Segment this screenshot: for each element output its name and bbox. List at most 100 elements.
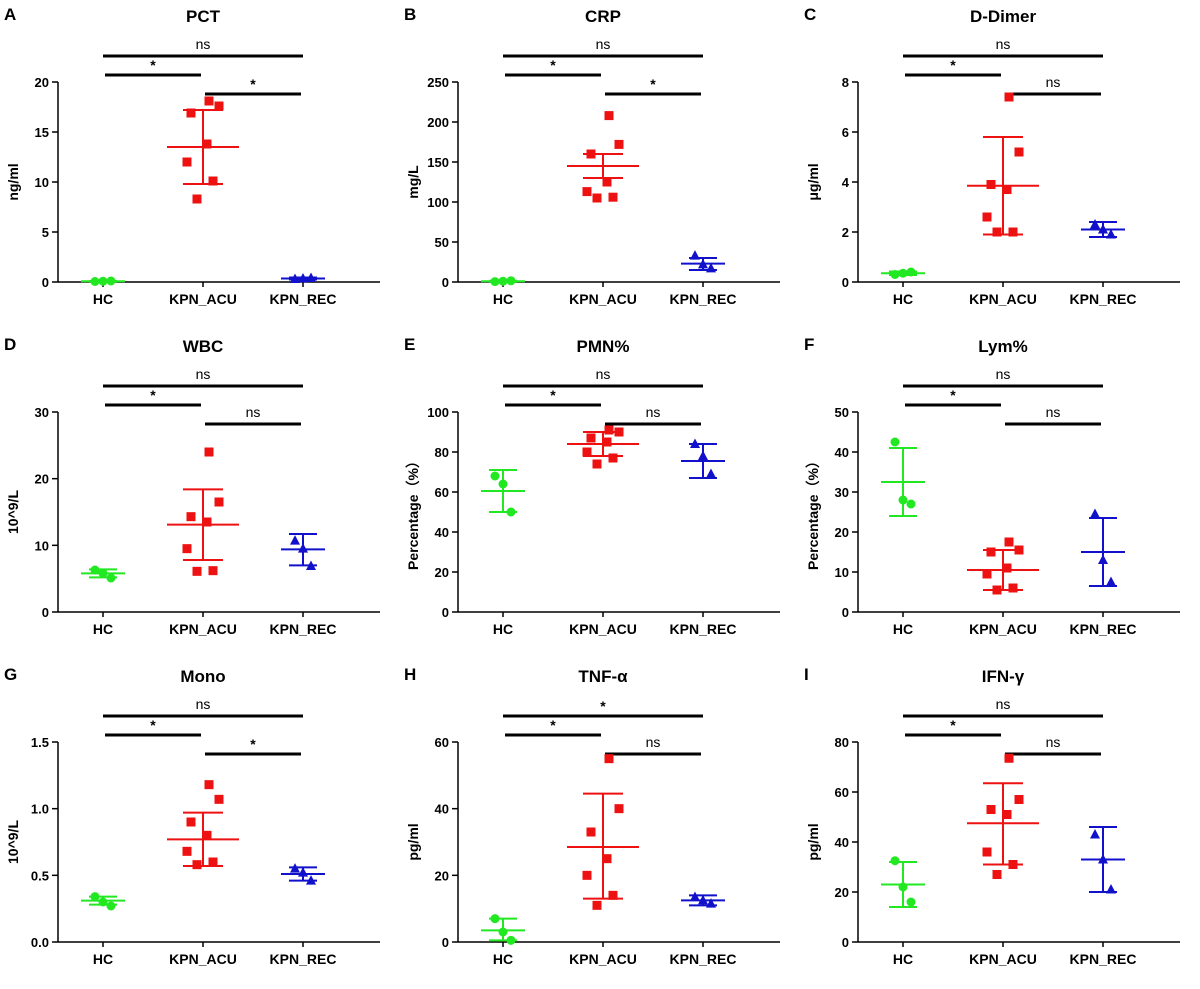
- chart-title: CRP: [585, 7, 621, 26]
- category-label: KPN_ACU: [569, 291, 637, 307]
- significance-label: ns: [996, 36, 1011, 52]
- chart-title: TNF-α: [578, 667, 628, 686]
- data-point: [698, 450, 708, 460]
- y-tick-label: 8: [842, 75, 849, 90]
- data-point: [992, 870, 1002, 879]
- y-axis-label: ng/ml: [5, 163, 21, 200]
- category-label: HC: [493, 951, 513, 967]
- category-label: KPN_ACU: [169, 621, 237, 637]
- significance-label: *: [150, 57, 156, 73]
- significance-label: ns: [646, 734, 661, 750]
- y-tick-label: 20: [35, 75, 49, 90]
- category-label: HC: [93, 291, 113, 307]
- panel-C: C D-Dimer 0 2 4 6 8 μg/ml HC KPN_ACU KPN_REC ns * ns: [804, 5, 1180, 307]
- category-label: HC: [493, 621, 513, 637]
- data-point: [306, 272, 316, 282]
- y-tick-label: 4: [842, 175, 850, 190]
- data-point: [1004, 537, 1014, 547]
- y-tick-label: 0: [442, 935, 449, 950]
- data-point: [690, 250, 700, 260]
- data-point: [506, 507, 516, 517]
- data-point: [490, 914, 500, 924]
- data-point: [890, 270, 900, 279]
- significance-label: *: [150, 387, 156, 403]
- data-point: [306, 560, 316, 570]
- y-tick-label: 40: [435, 802, 449, 817]
- panel-letter: C: [804, 5, 816, 24]
- data-point: [986, 180, 996, 189]
- data-point: [608, 453, 618, 463]
- category-label: HC: [93, 621, 113, 637]
- y-axis-label: Percentage（%）: [805, 454, 821, 570]
- significance-label: ns: [1046, 404, 1061, 420]
- category-label: KPN_REC: [270, 951, 337, 967]
- y-axis-label: 10^9/L: [5, 490, 21, 534]
- data-point: [90, 892, 100, 902]
- y-tick-label: 50: [835, 405, 849, 420]
- data-point: [202, 830, 212, 840]
- significance-label: ns: [196, 696, 211, 712]
- data-point: [498, 479, 508, 489]
- category-label: KPN_ACU: [969, 621, 1037, 637]
- data-point: [1090, 219, 1100, 229]
- data-point: [208, 857, 218, 867]
- data-point: [214, 794, 224, 804]
- data-point: [1106, 884, 1116, 894]
- category-label: HC: [893, 291, 913, 307]
- significance-label: *: [650, 76, 656, 92]
- data-point: [1014, 147, 1024, 157]
- category-label: KPN_REC: [270, 621, 337, 637]
- data-point: [506, 935, 516, 945]
- data-point: [898, 495, 908, 505]
- data-point: [290, 273, 300, 283]
- data-point: [298, 867, 308, 877]
- y-tick-label: 20: [435, 565, 449, 580]
- data-point: [986, 547, 996, 557]
- significance-label: *: [950, 387, 956, 403]
- y-tick-label: 20: [835, 885, 849, 900]
- significance-label: ns: [196, 366, 211, 382]
- panel-D: D WBC 0 10 20 30 10^9/L HC KPN_ACU KPN_REC ns * ns: [4, 335, 380, 637]
- data-point: [706, 898, 716, 908]
- data-point: [706, 468, 716, 478]
- y-tick-label: 40: [835, 835, 849, 850]
- category-label: KPN_ACU: [969, 951, 1037, 967]
- chart-title: WBC: [183, 337, 224, 356]
- data-point: [186, 108, 196, 118]
- data-point: [106, 276, 116, 286]
- category-label: KPN_REC: [1070, 951, 1137, 967]
- panel-letter: D: [4, 335, 16, 354]
- data-point: [582, 187, 592, 197]
- significance-label: ns: [1046, 74, 1061, 90]
- data-point: [608, 192, 618, 202]
- data-point: [906, 267, 916, 277]
- data-point: [890, 437, 900, 447]
- data-point: [582, 447, 592, 457]
- data-point: [214, 101, 224, 111]
- data-point: [306, 875, 316, 885]
- y-tick-label: 6: [842, 125, 849, 140]
- data-point: [1014, 795, 1024, 804]
- data-point: [906, 897, 916, 907]
- data-point: [490, 471, 500, 481]
- data-point: [1106, 229, 1116, 239]
- category-label: HC: [893, 951, 913, 967]
- data-point: [1106, 576, 1116, 586]
- category-label: KPN_ACU: [569, 621, 637, 637]
- data-point: [186, 512, 196, 522]
- y-axis-label: μg/ml: [805, 163, 821, 200]
- y-tick-label: 50: [435, 235, 449, 250]
- y-tick-label: 0: [42, 275, 49, 290]
- data-point: [608, 890, 618, 900]
- significance-label: ns: [196, 36, 211, 52]
- y-tick-label: 15: [35, 125, 49, 140]
- panel-H: H TNF-α 0 20 40 60 pg/ml HC KPN_ACU KPN_REC * * ns: [404, 665, 780, 967]
- y-tick-label: 1.0: [31, 802, 49, 817]
- significance-label: *: [250, 76, 256, 92]
- y-tick-label: 60: [435, 485, 449, 500]
- data-point: [706, 262, 716, 273]
- data-point: [604, 425, 614, 435]
- data-point: [106, 901, 116, 911]
- data-point: [298, 273, 308, 283]
